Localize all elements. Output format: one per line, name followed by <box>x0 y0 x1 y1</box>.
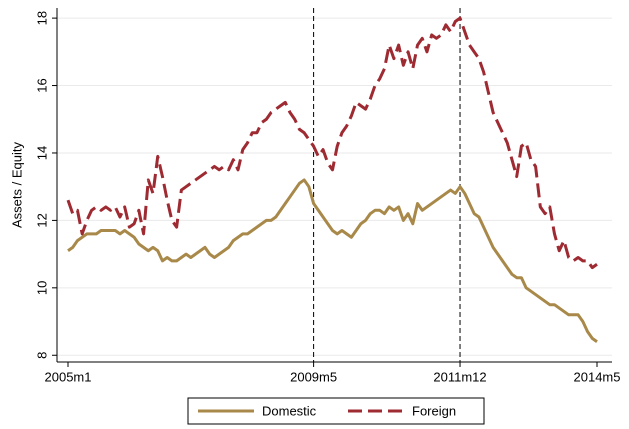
y-tick-label: 12 <box>34 213 49 227</box>
series-line <box>66 16 598 270</box>
x-tick-label: 2011m12 <box>433 369 486 384</box>
x-tick-label: 2014m5 <box>574 369 621 384</box>
series-line <box>67 178 598 343</box>
x-tick-label: 2005m1 <box>45 369 92 384</box>
y-tick-label: 10 <box>34 281 49 295</box>
legend-label: Foreign <box>412 403 456 418</box>
legend-label: Domestic <box>262 403 317 418</box>
y-tick-label: 16 <box>34 78 49 92</box>
x-tick-label: 2009m5 <box>290 369 337 384</box>
y-tick-label: 18 <box>34 11 49 25</box>
y-tick-label: 8 <box>34 352 49 359</box>
y-axis-title: Assets / Equity <box>9 142 24 228</box>
y-tick-label: 14 <box>34 146 49 160</box>
